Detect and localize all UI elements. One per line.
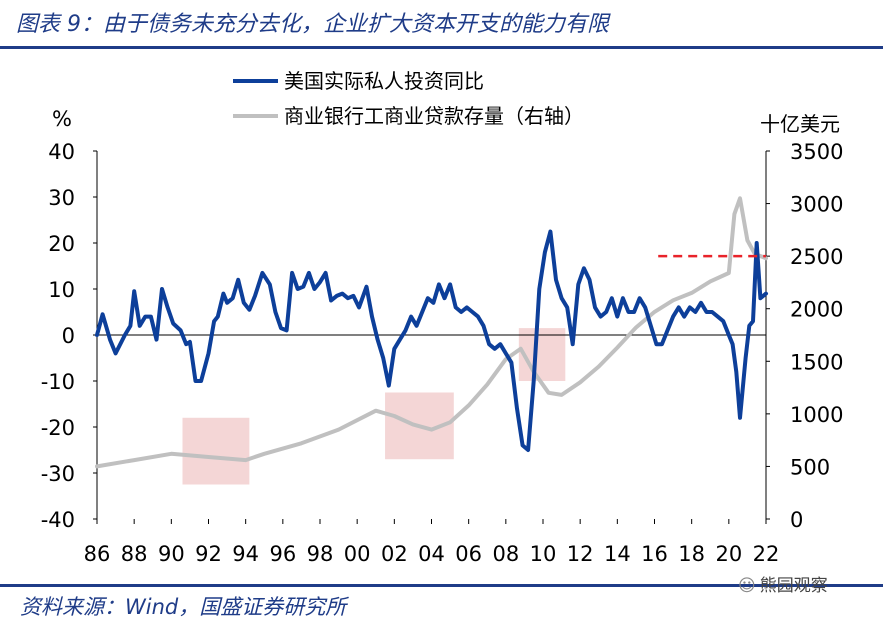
- right-tick-label: 500: [790, 455, 830, 479]
- right-tick-label: 0: [790, 508, 803, 532]
- left-axis-unit: %: [52, 107, 72, 131]
- x-tick-label: 98: [307, 542, 334, 566]
- left-tick-label: 10: [48, 278, 75, 302]
- x-tick-label: 16: [641, 542, 668, 566]
- right-tick-label: 1500: [790, 350, 843, 374]
- left-tick-label: -10: [41, 370, 75, 394]
- x-tick-label: 06: [455, 542, 482, 566]
- watermark: ☺ 熊园观察: [738, 571, 828, 596]
- figure-title: 图表 9：由于债务未充分去化，企业扩大资本开支的能力有限: [16, 12, 609, 37]
- left-tick-label: 40: [48, 140, 75, 164]
- watermark-text: 熊园观察: [759, 576, 828, 596]
- right-tick-label: 3500: [790, 140, 843, 164]
- x-tick-label: 90: [158, 542, 185, 566]
- left-tick-label: -20: [41, 416, 75, 440]
- ci-loans-line: [95, 196, 768, 469]
- left-tick-label: 0: [62, 324, 75, 348]
- right-tick-label: 2000: [790, 298, 843, 322]
- x-tick-label: 18: [678, 542, 705, 566]
- x-tick-label: 22: [753, 542, 780, 566]
- x-tick-label: 14: [604, 542, 631, 566]
- title-rule: [0, 46, 883, 49]
- x-tick-label: 20: [715, 542, 742, 566]
- legend-label: 美国实际私人投资同比: [284, 69, 484, 93]
- x-tick-label: 04: [418, 542, 445, 566]
- left-tick-label: -30: [41, 462, 75, 486]
- x-tick-label: 10: [530, 542, 557, 566]
- x-tick-label: 92: [195, 542, 222, 566]
- x-tick-label: 00: [344, 542, 371, 566]
- x-tick-label: 12: [567, 542, 594, 566]
- left-tick-label: 20: [48, 232, 75, 256]
- right-tick-label: 3000: [790, 193, 843, 217]
- footer-rule: [0, 584, 883, 587]
- x-tick-label: 02: [381, 542, 408, 566]
- x-tick-label: 88: [121, 542, 148, 566]
- source-note: 资料来源：Wind，国盛证券研究所: [20, 595, 347, 619]
- right-tick-label: 2500: [790, 245, 843, 269]
- wechat-icon: ☺: [738, 576, 756, 596]
- right-axis-unit: 十亿美元: [760, 112, 840, 136]
- shaded-region-1: [182, 417, 250, 485]
- legend-label: 商业银行工商业贷款存量（右轴）: [284, 104, 584, 128]
- x-tick-label: 86: [84, 542, 111, 566]
- shaded-region-3: [518, 328, 566, 381]
- x-tick-label: 94: [232, 542, 259, 566]
- right-tick-label: 1000: [790, 403, 843, 427]
- left-tick-label: 30: [48, 186, 75, 210]
- x-tick-label: 96: [269, 542, 296, 566]
- investment-yoy-line: [95, 229, 768, 452]
- x-tick-label: 08: [492, 542, 519, 566]
- left-tick-label: -40: [41, 508, 75, 532]
- chart: 403020100-10-20-30-40%350030002500200015…: [41, 69, 844, 566]
